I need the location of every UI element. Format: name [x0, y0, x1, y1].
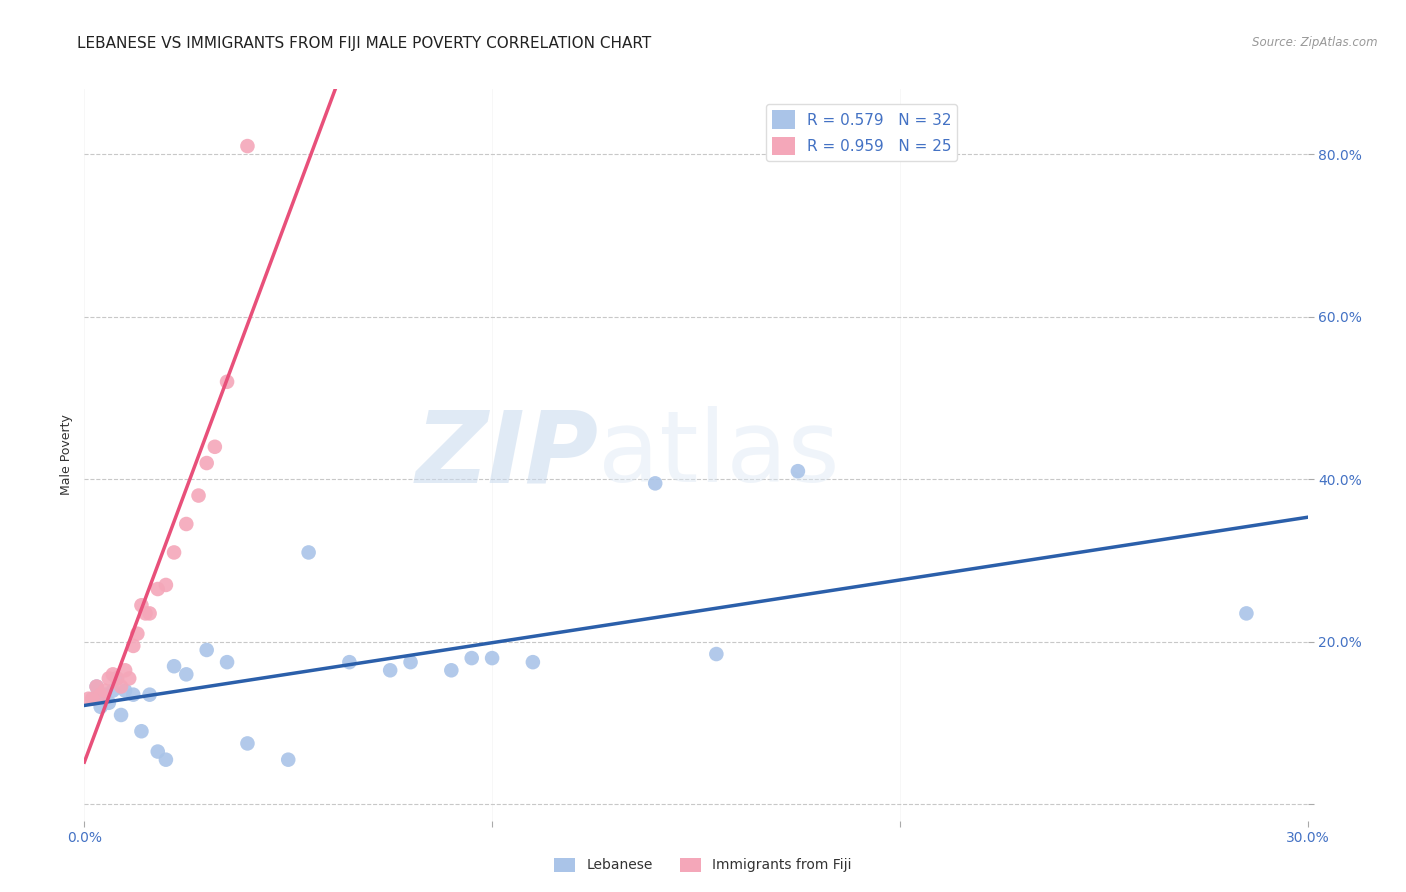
Point — [138, 607, 160, 621]
Point — [90, 699, 112, 714]
Point — [82, 691, 104, 706]
Point — [380, 663, 402, 677]
Point — [146, 582, 169, 596]
Point — [93, 688, 115, 702]
Point — [217, 375, 239, 389]
Point — [105, 672, 128, 686]
Point — [706, 647, 728, 661]
Point — [127, 626, 149, 640]
Point — [110, 708, 132, 723]
Point — [277, 753, 299, 767]
Point — [461, 651, 484, 665]
Point — [236, 736, 259, 750]
Point — [163, 659, 186, 673]
Point — [644, 476, 666, 491]
Point — [77, 691, 100, 706]
Text: LEBANESE VS IMMIGRANTS FROM FIJI MALE POVERTY CORRELATION CHART: LEBANESE VS IMMIGRANTS FROM FIJI MALE PO… — [77, 36, 651, 51]
Point — [146, 745, 169, 759]
Point — [110, 680, 132, 694]
Point — [131, 599, 153, 613]
Point — [298, 545, 321, 559]
Point — [787, 464, 810, 478]
Point — [101, 667, 124, 681]
Point — [97, 672, 120, 686]
Point — [155, 578, 177, 592]
Point — [90, 688, 112, 702]
Point — [1236, 607, 1258, 621]
Point — [82, 691, 104, 706]
Point — [399, 655, 422, 669]
Point — [195, 643, 218, 657]
Point — [440, 663, 463, 677]
Point — [481, 651, 503, 665]
Point — [86, 680, 108, 694]
Point — [163, 545, 186, 559]
Point — [174, 516, 197, 531]
Point — [122, 639, 145, 653]
Text: ZIP: ZIP — [415, 407, 598, 503]
Y-axis label: Male Poverty: Male Poverty — [60, 415, 73, 495]
Point — [131, 724, 153, 739]
Point — [138, 688, 160, 702]
Point — [101, 683, 124, 698]
Legend: Lebanese, Immigrants from Fiji: Lebanese, Immigrants from Fiji — [548, 852, 858, 878]
Point — [122, 688, 145, 702]
Point — [135, 607, 157, 621]
Legend: R = 0.579   N = 32, R = 0.959   N = 25: R = 0.579 N = 32, R = 0.959 N = 25 — [766, 104, 957, 161]
Point — [118, 672, 141, 686]
Point — [114, 663, 136, 677]
Text: Source: ZipAtlas.com: Source: ZipAtlas.com — [1253, 36, 1378, 49]
Point — [155, 753, 177, 767]
Point — [339, 655, 361, 669]
Point — [97, 696, 120, 710]
Point — [217, 655, 239, 669]
Point — [93, 683, 115, 698]
Point — [236, 139, 259, 153]
Point — [174, 667, 197, 681]
Point — [187, 489, 209, 503]
Text: atlas: atlas — [598, 407, 839, 503]
Point — [522, 655, 544, 669]
Point — [195, 456, 218, 470]
Point — [204, 440, 226, 454]
Point — [86, 680, 108, 694]
Point — [105, 672, 128, 686]
Point — [114, 683, 136, 698]
